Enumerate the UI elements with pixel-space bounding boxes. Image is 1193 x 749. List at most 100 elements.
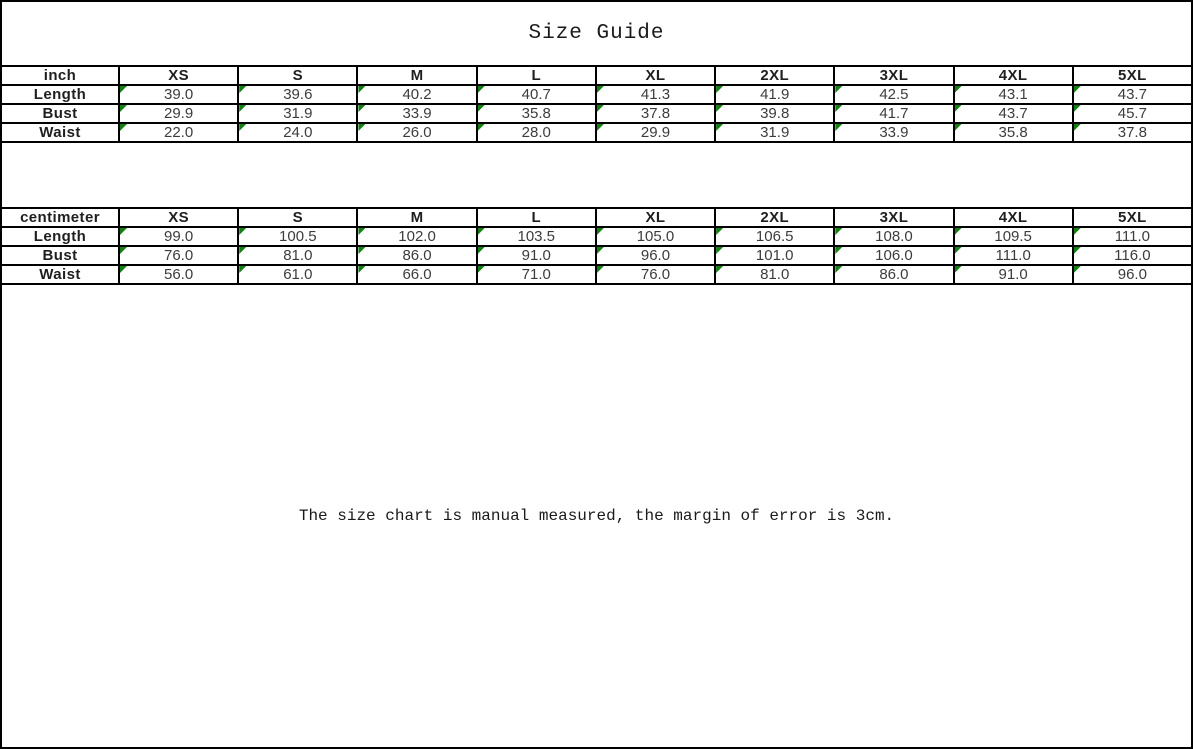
measurement-value-cell: 39.6 xyxy=(239,86,359,103)
cell-corner-flag-icon xyxy=(120,247,127,254)
measurement-value-cell: 103.5 xyxy=(477,228,597,245)
size-column-header: 4XL xyxy=(955,209,1074,226)
measurement-value-cell: 41.7 xyxy=(835,105,955,122)
title-row: Size Guide xyxy=(2,2,1191,67)
measurement-value-cell: 45.7 xyxy=(1073,105,1191,122)
cell-corner-flag-icon xyxy=(716,247,724,254)
size-header-row: inch XS S M L XL 2XL 3XL 4XL 5XL xyxy=(2,67,1191,86)
measurement-value-cell: 43.7 xyxy=(1073,86,1191,103)
spacer-row xyxy=(2,143,1191,209)
measurement-value-cell-text: 111.0 xyxy=(1114,228,1151,245)
measurement-value-cell-text: 35.8 xyxy=(521,105,551,122)
size-column-header: L xyxy=(478,209,597,226)
measurement-row: Length 39.0 39.6 40.2 40.7 41.3 41.9 42.5 43.1 43… xyxy=(2,86,1191,105)
measurement-row: Bust 76.0 81.0 86.0 91.0 96.0 101.0 106.0 111.0 1… xyxy=(2,247,1191,266)
measurement-value-cell: 43.1 xyxy=(954,86,1074,103)
measurement-value-cell-text: 24.0 xyxy=(283,124,313,141)
size-column-header: 3XL xyxy=(835,67,955,84)
measurement-value-cell-text: 91.0 xyxy=(998,266,1028,283)
measurement-value-cell: 66.0 xyxy=(358,266,478,283)
cell-corner-flag-icon xyxy=(954,266,962,273)
size-column-header-text: 4XL xyxy=(998,67,1028,84)
cell-corner-flag-icon xyxy=(835,266,843,273)
size-column-header: XS xyxy=(120,209,240,226)
measurement-label-cell-text: Waist xyxy=(39,124,81,141)
measurement-value-cell-text: 40.2 xyxy=(402,86,432,103)
measurement-label-cell-text: Waist xyxy=(39,266,81,283)
measurement-value-cell: 31.9 xyxy=(239,105,359,122)
measurement-value-cell: 86.0 xyxy=(835,266,955,283)
cell-corner-flag-icon xyxy=(239,228,247,235)
cell-corner-flag-icon xyxy=(1073,86,1081,93)
size-column-header: 4XL xyxy=(955,67,1074,84)
measurement-value-cell-text: 33.9 xyxy=(879,124,909,141)
cell-corner-flag-icon xyxy=(239,266,247,273)
size-column-header-text: M xyxy=(410,209,424,226)
cell-corner-flag-icon xyxy=(477,228,485,235)
measurement-value-cell-text: 111.0 xyxy=(995,247,1031,264)
cell-corner-flag-icon xyxy=(596,124,604,131)
measurement-value-cell: 86.0 xyxy=(358,247,478,264)
cell-corner-flag-icon xyxy=(596,266,604,273)
size-column-header-text: S xyxy=(292,209,304,226)
measurement-value-cell-text: 116.0 xyxy=(1114,247,1151,264)
cell-corner-flag-icon xyxy=(239,247,247,254)
size-column-header: 2XL xyxy=(716,209,836,226)
measurement-value-cell: 109.5 xyxy=(954,228,1074,245)
cell-corner-flag-icon xyxy=(835,124,843,131)
measurement-value-cell: 99.0 xyxy=(120,228,240,245)
footer-row: The size chart is manual measured, the m… xyxy=(2,285,1191,747)
size-column-header: S xyxy=(239,209,359,226)
measurement-value-cell: 108.0 xyxy=(835,228,955,245)
cell-corner-flag-icon xyxy=(358,86,366,93)
cell-corner-flag-icon xyxy=(954,86,962,93)
measurement-value-cell-text: 96.0 xyxy=(640,247,671,264)
measurement-value-cell-text: 33.9 xyxy=(402,105,432,122)
measurement-value-cell-text: 37.8 xyxy=(1117,124,1147,141)
measurement-label-cell-text: Bust xyxy=(42,105,78,122)
measurement-label-cell-text: Bust xyxy=(42,247,78,264)
measurement-value-cell-text: 26.0 xyxy=(402,124,432,141)
size-column-header-text: 4XL xyxy=(998,209,1028,226)
size-column-header-text: 5XL xyxy=(1118,209,1147,226)
measurement-value-cell: 111.0 xyxy=(954,247,1074,264)
measurement-value-cell: 33.9 xyxy=(358,105,478,122)
cell-corner-flag-icon xyxy=(358,228,366,235)
measurement-value-cell: 40.7 xyxy=(477,86,597,103)
measurement-value-cell: 35.8 xyxy=(954,124,1074,141)
cell-corner-flag-icon xyxy=(120,266,127,273)
measurement-value-cell-text: 29.9 xyxy=(164,105,194,122)
measurement-value-cell: 56.0 xyxy=(120,266,240,283)
measurement-value-cell: 76.0 xyxy=(120,247,240,264)
cell-corner-flag-icon xyxy=(716,124,724,131)
cell-corner-flag-icon xyxy=(954,228,962,235)
measurement-value-cell: 105.0 xyxy=(596,228,717,245)
measurement-value-cell-text: 42.5 xyxy=(879,86,909,103)
cell-corner-flag-icon xyxy=(239,105,247,112)
cell-corner-flag-icon xyxy=(1073,266,1081,273)
cell-corner-flag-icon xyxy=(1073,228,1081,235)
measurement-value-cell: 33.9 xyxy=(835,124,955,141)
cell-corner-flag-icon xyxy=(477,266,485,273)
measurement-value-cell: 81.0 xyxy=(716,266,836,283)
cell-corner-flag-icon xyxy=(835,86,843,93)
measurement-label-cell-text: Length xyxy=(33,228,87,245)
footer-note: The size chart is manual measured, the m… xyxy=(298,507,895,525)
measurement-value-cell-text: 66.0 xyxy=(402,266,432,283)
measurement-value-cell: 71.0 xyxy=(477,266,597,283)
size-column-header-text: 2XL xyxy=(760,209,790,226)
measurement-value-cell-text: 101.0 xyxy=(755,247,794,264)
cell-corner-flag-icon xyxy=(477,247,485,254)
measurement-value-cell-text: 39.0 xyxy=(164,86,194,103)
measurement-value-cell-text: 86.0 xyxy=(402,247,432,264)
measurement-label-cell: Waist xyxy=(2,266,120,283)
measurement-value-cell: 42.5 xyxy=(835,86,955,103)
unit-label-cell-text: centimeter xyxy=(20,209,100,226)
size-column-header: 2XL xyxy=(716,67,836,84)
cell-corner-flag-icon xyxy=(239,86,247,93)
measurement-value-cell-text: 56.0 xyxy=(164,266,194,283)
size-header-row: centimeter XS S M L XL 2XL 3XL 4XL 5XL xyxy=(2,209,1191,228)
cell-corner-flag-icon xyxy=(1073,247,1081,254)
cell-corner-flag-icon xyxy=(596,105,604,112)
measurement-value-cell: 116.0 xyxy=(1073,247,1191,264)
